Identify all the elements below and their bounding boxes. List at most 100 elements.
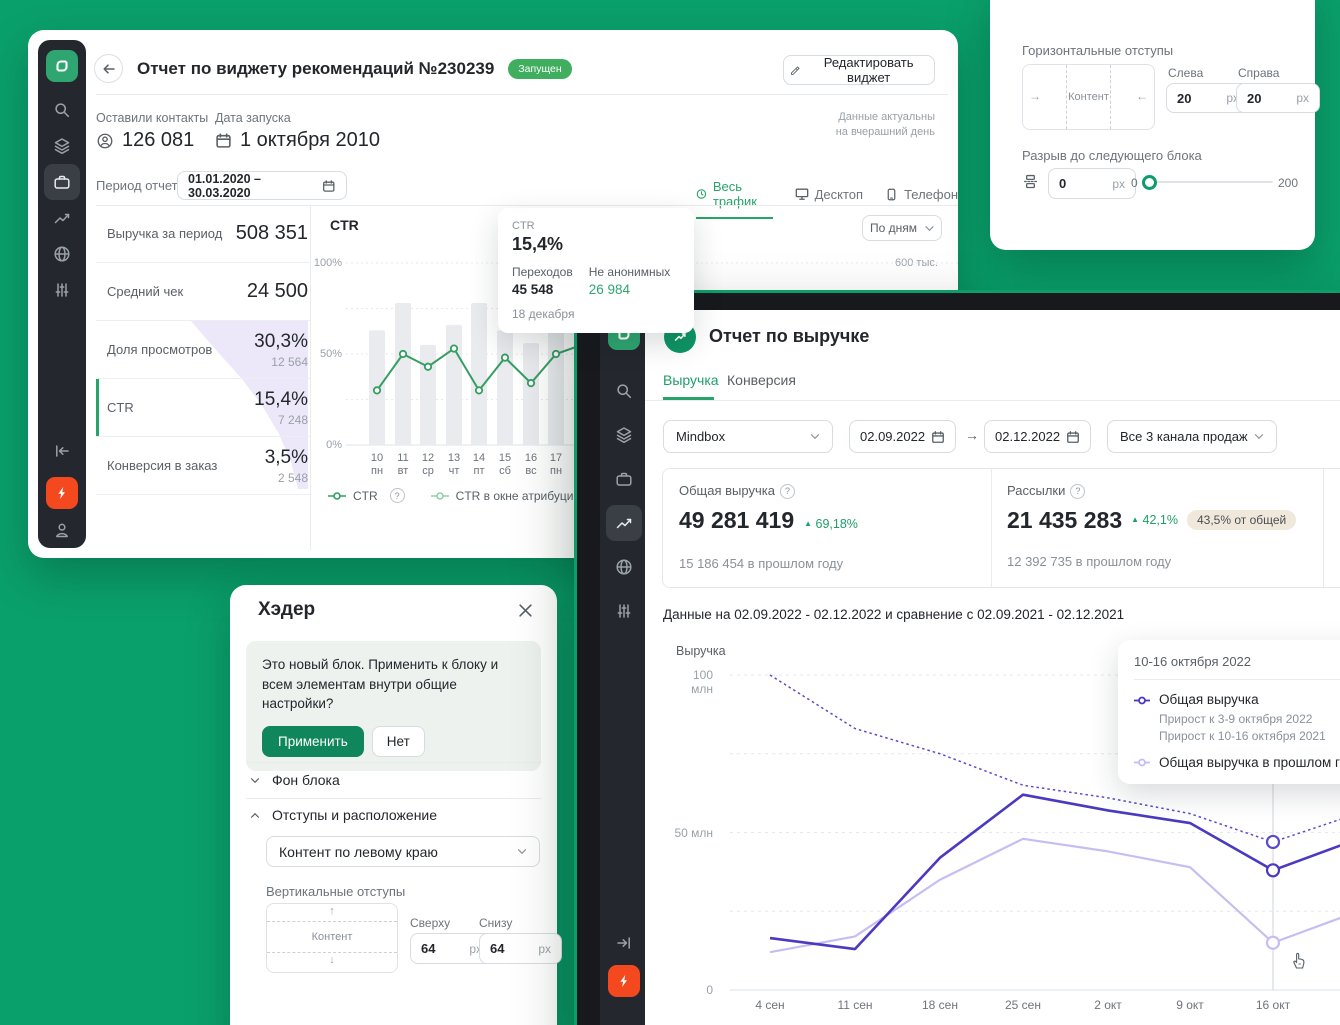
trend-chart-icon[interactable]: [44, 200, 80, 236]
gap-slider-track[interactable]: [1147, 181, 1273, 183]
content-alignment-select[interactable]: Контент по левому краю: [266, 836, 540, 867]
account-select[interactable]: Mindbox: [663, 420, 833, 453]
block-gap-icon: [1023, 174, 1038, 189]
metric-value: 15,4%: [254, 388, 308, 410]
collapse-sidebar-icon[interactable]: [44, 433, 80, 469]
clock-icon: [696, 189, 707, 199]
filters-sliders-icon[interactable]: [44, 272, 80, 308]
share-badge: 43,5% от общей: [1186, 510, 1297, 530]
tab-conversion[interactable]: Конверсия: [727, 372, 796, 388]
close-icon[interactable]: [518, 603, 533, 621]
expand-sidebar-icon[interactable]: [606, 925, 642, 961]
channels-value: Все 3 канала продаж: [1120, 429, 1248, 444]
lightning-shortcut-icon[interactable]: [46, 477, 78, 509]
top-spacing-label: Сверху: [410, 916, 451, 930]
tab-revenue[interactable]: Выручка: [663, 372, 719, 388]
back-button[interactable]: [94, 54, 123, 83]
metric-row-order-conversion[interactable]: Конверсия в заказ 3,5% 2 548: [96, 437, 310, 495]
filters-sliders-icon[interactable]: [606, 593, 642, 629]
delta-up-icon: ▲: [804, 518, 813, 528]
globe-icon[interactable]: [606, 549, 642, 585]
globe-icon[interactable]: [44, 236, 80, 272]
tooltip-date: 18 декабря: [512, 307, 575, 321]
traffic-tabs: Весь трафик Десктоп Телефон: [696, 179, 958, 219]
revenue-report-sidebar: [600, 310, 648, 1025]
granularity-select[interactable]: По дням: [862, 215, 942, 241]
metric-row-revenue[interactable]: Выручка за период 508 351: [96, 205, 310, 263]
stat-contacts-label: Оставили контакты: [96, 111, 209, 125]
help-icon[interactable]: ?: [779, 483, 795, 499]
metric-sub: 12 564: [271, 354, 308, 369]
card-label: Рассылки: [1007, 483, 1066, 498]
unit-label: px: [1112, 176, 1125, 191]
revenue-chart[interactable]: [645, 640, 1340, 1000]
x-tick: 15 сб: [498, 452, 512, 477]
widget-report-sidebar: [38, 40, 86, 548]
tooltip-series-label: Общая выручка в прошлом год: [1159, 755, 1340, 770]
channels-select[interactable]: Все 3 канала продаж: [1107, 420, 1277, 453]
calendar-icon: [216, 133, 231, 148]
gap-input[interactable]: 0 px: [1048, 168, 1136, 199]
line-marker-icon: [1134, 696, 1150, 705]
left-spacing-value: 20: [1177, 90, 1192, 106]
date-to-input[interactable]: 02.12.2022: [984, 420, 1091, 453]
chevron-down-icon: [1254, 434, 1264, 440]
gap-slider-knob[interactable]: [1142, 175, 1157, 190]
contact-person-icon: [97, 133, 113, 148]
metric-row-avg-check[interactable]: Средний чек 24 500: [96, 263, 310, 321]
metric-sub: 7 248: [277, 412, 308, 427]
date-from-input[interactable]: 02.09.2022: [849, 420, 956, 453]
trend-chart-icon[interactable]: [606, 505, 642, 541]
edit-widget-button[interactable]: Редактировать виджет: [783, 55, 935, 85]
account-value: Mindbox: [676, 429, 726, 444]
section-spacing-layout[interactable]: Отступы и расположение: [250, 807, 437, 823]
metric-row-views-share[interactable]: Доля просмотров 30,3% 12 564: [96, 321, 310, 379]
line-marker-icon: [328, 491, 346, 500]
briefcase-icon[interactable]: [606, 461, 642, 497]
decline-button[interactable]: Нет: [371, 725, 425, 757]
mindbox-logo-icon[interactable]: [46, 50, 78, 82]
legend-ctr[interactable]: CTR?: [328, 488, 405, 503]
right-spacing-input[interactable]: 20 px: [1236, 83, 1320, 113]
tab-desktop[interactable]: Десктоп: [795, 179, 863, 209]
vertical-spacing-label: Вертикальные отступы: [266, 884, 406, 899]
revenue-tooltip: 10-16 октября 2022 Общая выручка Прирост…: [1118, 640, 1340, 784]
apply-button[interactable]: Применить: [262, 725, 364, 757]
tab-phone[interactable]: Телефон: [885, 179, 958, 209]
metric-value: 30,3%: [254, 330, 308, 352]
help-icon[interactable]: ?: [389, 488, 405, 503]
x-tick: 25 сен: [1005, 998, 1041, 1012]
profile-icon[interactable]: [44, 512, 80, 548]
briefcase-icon[interactable]: [44, 164, 80, 200]
x-tick: 11 вт: [397, 452, 409, 477]
card-prev-year: 12 392 735 в прошлом году: [1007, 553, 1172, 569]
period-range-input[interactable]: 01.01.2020 – 30.03.2020: [177, 171, 347, 200]
stat-contacts: 126 081: [96, 129, 194, 152]
diagram-content-label: Контент: [311, 931, 353, 943]
granularity-value: По дням: [869, 221, 917, 235]
status-badge: Запущен: [508, 58, 572, 79]
calendar-icon: [932, 430, 944, 443]
card-delta: 42,1%: [1142, 513, 1178, 527]
layers-icon[interactable]: [44, 128, 80, 164]
metric-label: CTR: [107, 400, 134, 415]
slider-min-label: 0: [1131, 176, 1138, 190]
section-block-background[interactable]: Фон блока: [250, 772, 340, 788]
layers-icon[interactable]: [606, 417, 642, 453]
x-tick: 18 сен: [922, 998, 958, 1012]
tab-phone-label: Телефон: [904, 186, 958, 202]
card-mailings: Рассылки? 21 435 283 ▲ 42,1% 43,5% от об…: [1007, 483, 1297, 569]
x-tick: 16 окт: [1255, 998, 1291, 1012]
lightning-shortcut-icon[interactable]: [608, 965, 640, 997]
header-settings-panel: Хэдер Это новый блок. Применить к блоку …: [230, 585, 562, 1025]
bottom-spacing-input[interactable]: 64 px: [479, 933, 562, 964]
revenue-report-window: Отчет по выручке Выручка Конверсия Mindb…: [577, 293, 1340, 1025]
monitor-icon: [795, 188, 808, 200]
search-icon[interactable]: [606, 373, 642, 409]
help-icon[interactable]: ?: [1070, 483, 1086, 499]
x-tick: 2 окт: [1094, 998, 1122, 1012]
panel-title: Горизонтальные отступы: [1022, 43, 1174, 58]
notice-text: Это новый блок. Применить к блоку и всем…: [262, 657, 499, 712]
search-icon[interactable]: [44, 92, 80, 128]
metric-row-ctr[interactable]: CTR 15,4% 7 248: [96, 379, 310, 437]
